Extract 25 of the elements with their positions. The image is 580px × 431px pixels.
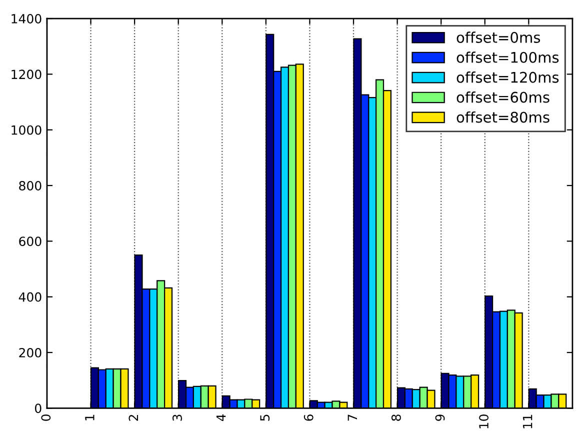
x-tick-label: 6 [304, 414, 314, 421]
x-tick-label: 1 [85, 414, 94, 420]
legend-label: offset=80ms [456, 111, 550, 123]
y-tick-label: 400 [18, 292, 42, 302]
y-tick-label: 1200 [12, 70, 42, 80]
y-tick-label: 1000 [12, 125, 42, 135]
legend-label: offset=120ms [456, 72, 559, 83]
y-tick-label: 800 [19, 180, 42, 190]
x-tick-label: 7 [348, 414, 357, 421]
x-tick-label: 0 [41, 414, 51, 421]
x-tick-label: 8 [391, 414, 401, 421]
y-tick-label: 200 [19, 348, 42, 358]
x-tick-label: 11 [523, 414, 532, 428]
x-tick-label: 3 [172, 414, 182, 421]
x-tick-label: 5 [260, 414, 270, 421]
y-tick-label: 1400 [12, 14, 42, 24]
x-tick-label: 2 [128, 414, 138, 421]
legend-label: offset=0ms [456, 32, 540, 43]
y-tick-label: 600 [19, 236, 42, 246]
x-tick-label: 9 [435, 414, 445, 421]
x-tick-label: 10 [479, 414, 489, 428]
y-tick-label: 0 [34, 404, 42, 414]
legend-label: offset=100ms [456, 52, 559, 63]
x-tick-label: 4 [216, 414, 226, 422]
legend-label: offset=60ms [456, 92, 550, 103]
